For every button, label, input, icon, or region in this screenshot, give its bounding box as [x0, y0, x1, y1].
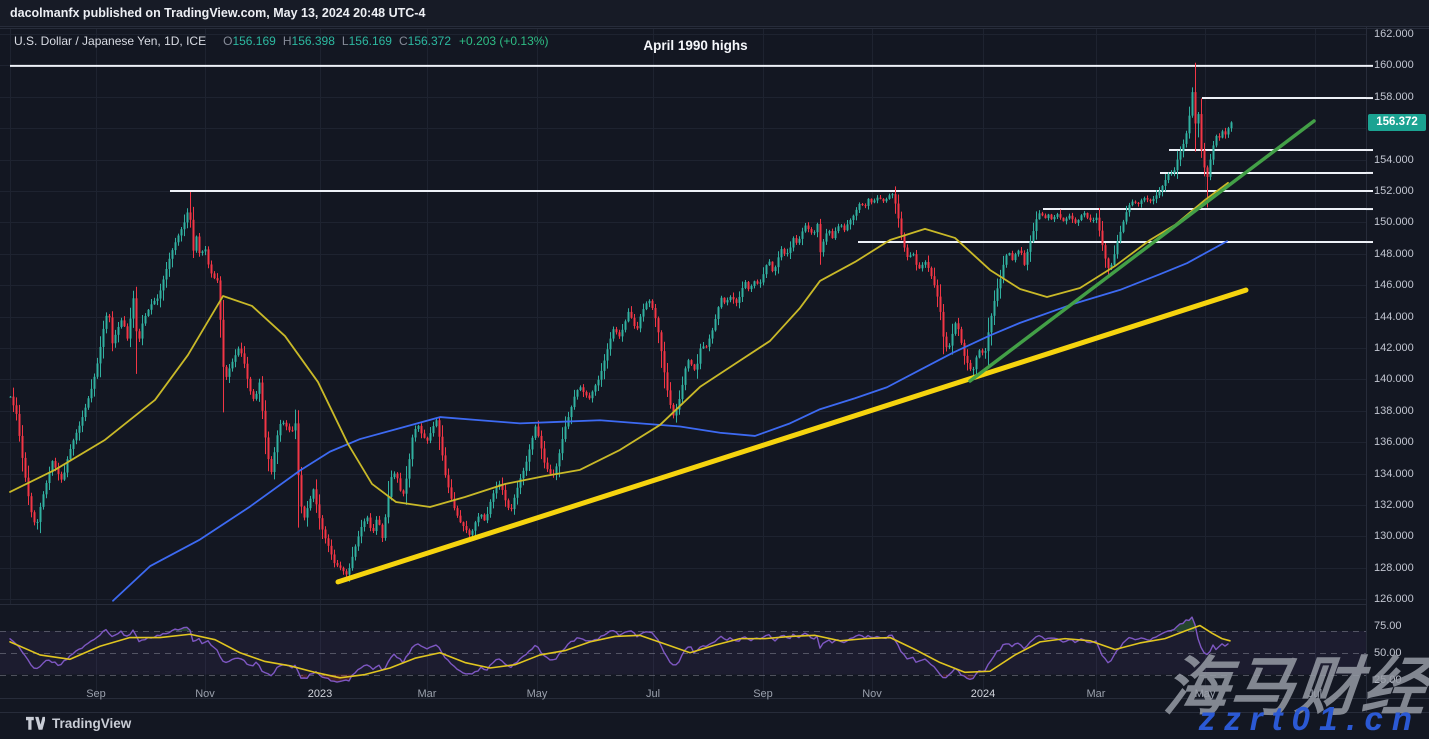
ohlc-value-l: 156.169 — [348, 34, 392, 48]
ohlc-values: O156.169 H156.398 L156.169 C156.372 — [216, 34, 451, 48]
time-axis-month-label: May — [526, 688, 548, 700]
time-axis-year-label: 2024 — [970, 688, 996, 700]
published-line: dacolmanfx published on TradingView.com,… — [10, 6, 426, 20]
price-axis-label: 150.000 — [1374, 216, 1414, 229]
april-1990-highs-label: April 1990 highs — [643, 38, 748, 53]
price-axis-label: 130.000 — [1374, 530, 1414, 543]
time-axis-month-label: Jul — [645, 688, 661, 700]
published-bar: dacolmanfx published on TradingView.com,… — [0, 0, 1429, 27]
ohlc-value-h: 156.398 — [291, 34, 335, 48]
time-axis-month-label: May — [1194, 688, 1216, 700]
rsi-axis-label: 25.00 — [1374, 673, 1402, 686]
price-axis-label: 136.000 — [1374, 436, 1414, 449]
time-axis-month-label: Sep — [753, 688, 773, 700]
time-axis-month-label: Sep — [86, 688, 106, 700]
price-axis-label: 140.000 — [1374, 373, 1414, 386]
tradingview-brand-link[interactable]: TradingView — [26, 716, 131, 731]
time-axis-year-label: 2023 — [307, 688, 333, 700]
time-axis-month-label: Nov — [862, 688, 882, 700]
ohlc-label-c: C — [398, 34, 408, 48]
price-axis-label: 148.000 — [1374, 247, 1414, 260]
price-axis-label: 138.000 — [1374, 404, 1414, 417]
time-axis-month-label: Jul — [1307, 688, 1323, 700]
tradingview-logo-icon — [26, 716, 45, 730]
rsi-axis-label: 50.00 — [1374, 646, 1402, 659]
rsi-axis-label: 75.00 — [1374, 619, 1402, 632]
price-axis-label: 134.000 — [1374, 467, 1414, 480]
price-axis-label: 160.000 — [1374, 59, 1414, 72]
price-axis-label: 142.000 — [1374, 342, 1414, 354]
price-axis-label: 146.000 — [1374, 279, 1414, 292]
ohlc-label-h: H — [282, 34, 292, 48]
ohlc-value-c: 156.372 — [407, 34, 452, 48]
price-axis-label: 152.000 — [1374, 185, 1414, 197]
symbol-title: U.S. Dollar / Japanese Yen, 1D, ICE — [14, 34, 207, 48]
footer-bar: TradingView — [0, 712, 1429, 739]
time-axis-month-label: Nov — [195, 688, 215, 700]
price-axis-label: 162.000 — [1374, 28, 1414, 40]
ohlc-value-o: 156.169 — [232, 34, 276, 48]
ohlc-label-l: L — [341, 34, 349, 48]
symbol-legend: U.S. Dollar / Japanese Yen, 1D, ICE O156.… — [14, 34, 548, 48]
watermark-site: zzrt01.cn — [1198, 700, 1421, 737]
price-axis-label: 158.000 — [1374, 90, 1414, 103]
price-axis-label: 144.000 — [1374, 310, 1414, 323]
last-price-badge: 156.372 — [1368, 113, 1426, 131]
change-value: +0.203 (+0.13%) — [459, 34, 549, 48]
time-axis-month-label: Mar — [1086, 688, 1106, 700]
price-axis-label: 126.000 — [1374, 593, 1414, 606]
price-axis-label: 132.000 — [1374, 499, 1414, 511]
price-axis-label: 128.000 — [1374, 561, 1414, 574]
price-axis-label: 154.000 — [1374, 153, 1414, 166]
ohlc-label-o: O — [223, 34, 233, 48]
time-axis-month-label: Mar — [417, 688, 437, 700]
tradingview-brand-text: TradingView — [52, 716, 132, 731]
